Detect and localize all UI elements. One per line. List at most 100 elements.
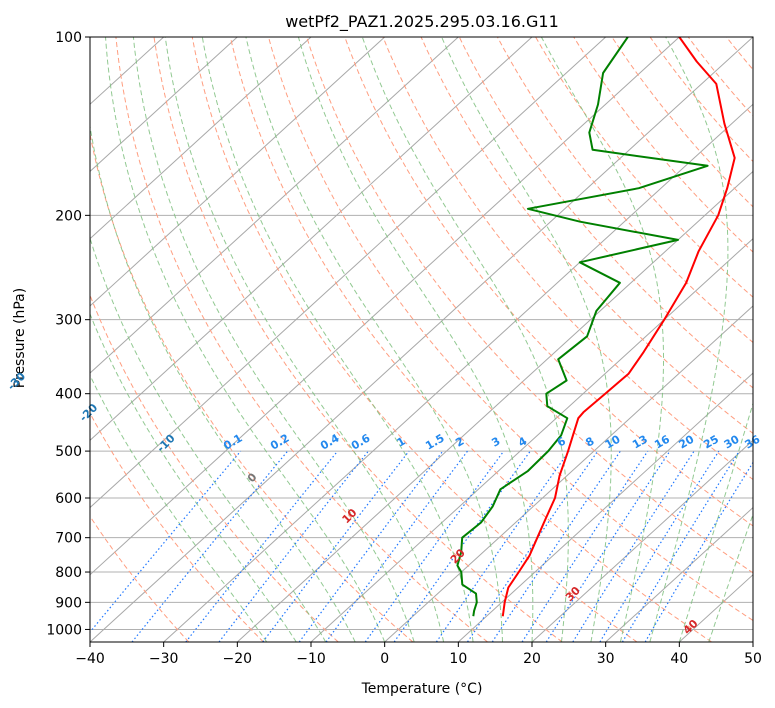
dry-adiabat-line <box>573 37 753 253</box>
y-tick-label: 700 <box>55 531 82 547</box>
x-tick-label: 40 <box>670 651 688 667</box>
y-tick-label: 900 <box>55 595 82 611</box>
dry-adiabat-line <box>382 37 753 481</box>
mixing-ratio-line <box>262 450 410 642</box>
dry-adiabat-line <box>90 412 264 642</box>
mixing-ratio-label: 20 <box>677 432 697 451</box>
dry-adiabat-label: -20 <box>77 401 100 424</box>
mixing-ratio-label: 1.5 <box>423 432 446 453</box>
mixing-ratio-label: 3 <box>489 435 502 450</box>
moist-adiabat-line <box>649 37 729 642</box>
mixing-ratio-line <box>90 450 242 633</box>
mixing-ratio-line <box>545 450 671 642</box>
y-tick-label: 100 <box>55 30 82 46</box>
plot-frame <box>89 36 754 643</box>
dry-adiabat-line <box>90 131 414 642</box>
x-tick-label: 50 <box>744 651 762 667</box>
mixing-ratio-line <box>131 450 289 642</box>
isotherm-line <box>163 103 753 642</box>
dry-adiabat-label: 0 <box>245 470 260 485</box>
dry-adiabat-line <box>496 37 753 344</box>
x-tick-label: −40 <box>75 651 105 667</box>
dry-adiabat-line <box>306 37 753 574</box>
mixing-ratio-line <box>218 450 369 642</box>
isotherm-line <box>605 506 753 642</box>
isotherm-line <box>531 439 753 642</box>
mixing-ratio-label: 0.2 <box>268 432 291 453</box>
mixing-ratio-label: 16 <box>652 432 672 451</box>
mixing-ratio-line <box>521 450 649 642</box>
isotherm-line <box>90 37 386 307</box>
moist-adiabat-line <box>105 37 386 642</box>
dry-adiabat-line <box>726 37 753 71</box>
y-axis-label: Pressure (hPa) <box>12 288 28 388</box>
dry-adiabat-line <box>687 37 753 117</box>
mixing-ratio-label: 13 <box>630 433 650 452</box>
moist-adiabat-line <box>361 37 569 642</box>
moist-adiabat-line <box>708 513 753 642</box>
moist-adiabat-line <box>90 312 297 642</box>
mixing-ratio-label: 4 <box>516 434 529 449</box>
dewpoint-profile <box>456 37 709 617</box>
mixing-ratio-line <box>599 450 720 642</box>
isotherm-line <box>90 37 312 240</box>
mixing-ratio-label: 0.4 <box>318 431 342 452</box>
mixing-ratio-label: 30 <box>722 432 742 451</box>
mixing-ratio-line <box>185 450 339 642</box>
isotherm-line <box>457 372 753 642</box>
dry-adiabat-line <box>229 37 712 642</box>
mixing-ratio-line <box>572 450 695 642</box>
moist-adiabat-line <box>90 236 327 642</box>
isotherm-line <box>90 37 238 173</box>
y-tick-label: 400 <box>55 387 82 403</box>
dry-adiabat-line <box>535 37 753 298</box>
mixing-ratio-line <box>325 450 468 642</box>
dry-adiabat-label: 40 <box>681 617 701 637</box>
mixing-ratio-label: 6 <box>555 434 568 449</box>
mixing-ratio-line <box>491 450 621 642</box>
mixing-ratio-label: 0.6 <box>349 431 373 452</box>
isotherm-line <box>90 37 753 642</box>
dry-adiabat-line <box>765 37 775 642</box>
isotherm-line <box>90 37 533 442</box>
isotherm-line <box>90 37 607 509</box>
moist-adiabat-line <box>245 37 503 642</box>
mixing-ratio-label: 2 <box>453 435 466 450</box>
isotherm-line <box>90 37 680 576</box>
dry-adiabat-line <box>649 37 753 163</box>
mixing-ratio-line <box>364 450 505 642</box>
x-tick-label: 20 <box>523 651 541 667</box>
x-tick-label: 30 <box>597 651 615 667</box>
moist-adiabat-line <box>441 37 612 642</box>
moist-adiabat-line <box>90 123 356 642</box>
x-tick-label: −30 <box>149 651 179 667</box>
x-tick-label: −20 <box>223 651 253 667</box>
x-axis-label: Temperature (°C) <box>361 681 483 697</box>
mixing-ratio-label: 25 <box>701 433 721 452</box>
mixing-ratio-line <box>298 450 444 642</box>
y-tick-label: 800 <box>55 565 82 581</box>
mixing-ratio-label: 8 <box>583 435 596 450</box>
mixing-ratio-line <box>435 450 570 642</box>
x-tick-label: 10 <box>449 651 467 667</box>
moist-adiabat-line <box>201 37 474 642</box>
moist-adiabat-line <box>164 37 445 642</box>
chart-title: wetPf2_PAZ1.2025.295.03.16.G11 <box>285 12 559 32</box>
dry-adiabat-line <box>420 37 753 435</box>
moist-adiabat-line <box>297 37 534 642</box>
moist-adiabat-line <box>132 37 415 642</box>
moist-adiabat-line <box>540 37 664 642</box>
dry-adiabat-line <box>115 37 488 642</box>
y-tick-label: 600 <box>55 491 82 507</box>
dry-adiabat-line <box>268 37 753 622</box>
isotherm-line <box>752 641 753 642</box>
x-tick-label: 0 <box>380 651 389 667</box>
isotherm-line <box>236 170 753 642</box>
y-tick-label: 300 <box>55 313 82 329</box>
moist-adiabat-line <box>90 374 268 642</box>
mixing-ratio-label: 10 <box>603 432 623 451</box>
dry-adiabat-label: 20 <box>448 546 468 566</box>
y-tick-label: 1000 <box>46 622 82 638</box>
dry-adiabat-line <box>344 37 753 527</box>
